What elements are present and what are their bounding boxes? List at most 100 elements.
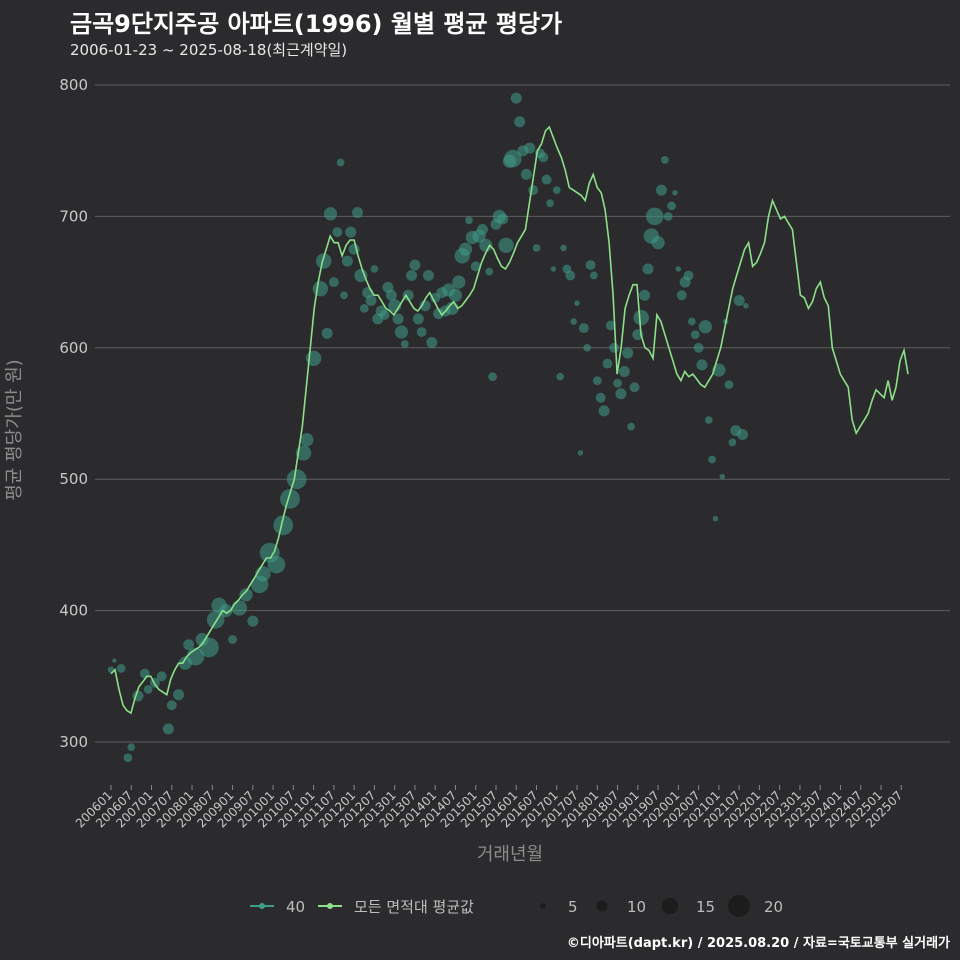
scatter-point — [116, 664, 126, 673]
scatter-point — [585, 260, 596, 270]
scatter-point — [598, 405, 610, 417]
scatter-point — [683, 270, 694, 281]
scatter-point — [452, 275, 466, 289]
scatter-point — [392, 313, 404, 325]
scatter-point — [465, 216, 473, 225]
scatter-point — [332, 227, 343, 238]
scatter-point — [633, 309, 649, 326]
legend-size-label-10: 10 — [627, 898, 646, 916]
scatter-point — [696, 359, 708, 371]
scatter-point — [690, 330, 700, 340]
scatter-point — [629, 382, 640, 393]
scatter-point — [273, 515, 294, 536]
scatter-point — [336, 158, 345, 167]
scatter-point — [156, 671, 167, 682]
scatter-point — [183, 639, 195, 651]
source-caption: ©디아파트(dapt.kr) / 2025.08.20 / 자료=국토교통부 실… — [566, 936, 950, 951]
scatter-point — [708, 455, 716, 464]
x-axis-ticks: 2006012006072007012007072008012008072009… — [73, 785, 905, 831]
scatter-point — [416, 327, 427, 337]
y-tick-label: 700 — [59, 207, 88, 225]
scatter-point — [173, 689, 185, 701]
scatter-point — [605, 320, 616, 331]
scatter-point — [719, 473, 726, 480]
y-axis-ticks: 300 400 500 600 700 800 — [59, 76, 88, 751]
legend-size-key-5 — [540, 903, 546, 909]
scatter-point — [328, 277, 339, 288]
scatter-point — [497, 213, 509, 225]
scatter-point — [615, 388, 627, 400]
scatter-point — [143, 685, 153, 694]
series-line-average — [110, 125, 909, 715]
scatter-point — [602, 358, 613, 369]
scatter-point — [570, 318, 577, 325]
scatter-point — [609, 342, 620, 353]
scatter-point — [340, 291, 348, 300]
scatter-point — [476, 224, 488, 236]
scatter-point — [724, 380, 734, 389]
scatter-point — [162, 723, 174, 735]
scatter-point — [675, 266, 682, 272]
scatter-point — [354, 268, 368, 283]
scatter-point — [228, 635, 237, 644]
scatter-point — [538, 152, 549, 163]
scatter-point — [642, 263, 654, 275]
scatter-point — [406, 270, 418, 282]
chart-title: 금곡9단지주공 아파트(1996) 월별 평균 평당가 — [70, 10, 563, 38]
scatter-point — [239, 588, 253, 602]
legend-size-label-5: 5 — [568, 898, 578, 916]
legend-size-key-20 — [728, 895, 750, 917]
scatter-point — [532, 244, 541, 252]
y-tick-label: 400 — [59, 602, 88, 620]
scatter-point — [488, 372, 498, 382]
scatter-point — [676, 290, 687, 301]
scatter-point — [402, 289, 414, 301]
scatter-point — [660, 156, 669, 164]
scatter-point — [613, 378, 622, 388]
scatter-point — [667, 201, 677, 211]
series-lines — [110, 125, 909, 715]
scatter-point — [574, 300, 580, 306]
scatter-point — [583, 343, 592, 352]
scatter-point — [733, 294, 745, 306]
scatter-point — [560, 244, 567, 252]
scatter-point — [550, 266, 557, 272]
scatter-point — [651, 236, 665, 250]
scatter-point — [385, 289, 397, 301]
scatter-point — [394, 325, 409, 339]
scatter-point — [704, 416, 713, 424]
scatter-point — [359, 303, 369, 313]
chart-subtitle: 2006-01-23 ~ 2025-08-18(최근계약일) — [70, 41, 348, 59]
scatter-point — [312, 280, 329, 297]
scatter-point — [321, 327, 333, 339]
scatter-point — [645, 207, 664, 226]
legend-size-label-20: 20 — [764, 898, 783, 916]
scatter-point — [300, 433, 314, 447]
scatter-points — [107, 92, 749, 763]
scatter-point — [552, 186, 561, 194]
scatter-point — [639, 289, 651, 301]
scatter-point — [590, 271, 598, 280]
scatter-point — [514, 116, 526, 128]
x-axis-title: 거래년월 — [477, 844, 543, 865]
scatter-point — [528, 185, 539, 196]
y-tick-label: 500 — [59, 470, 88, 488]
scatter-point — [556, 372, 565, 381]
y-tick-label: 300 — [59, 733, 88, 751]
scatter-point — [743, 303, 749, 309]
scatter-point — [565, 270, 576, 281]
scatter-point — [426, 337, 438, 349]
scatter-point — [524, 142, 536, 154]
scatter-point — [323, 207, 338, 221]
scatter-point — [280, 489, 300, 509]
scatter-point — [578, 323, 589, 334]
legend-size-key-10 — [596, 900, 608, 912]
scatter-point — [663, 212, 673, 221]
scatter-point — [510, 92, 522, 104]
scatter-point — [247, 615, 259, 627]
scatter-point — [127, 743, 136, 752]
scatter-point — [352, 206, 364, 218]
scatter-point — [139, 668, 150, 679]
y-axis-title: 평균 평당가(만 원) — [4, 359, 25, 500]
scatter-point — [316, 253, 332, 269]
